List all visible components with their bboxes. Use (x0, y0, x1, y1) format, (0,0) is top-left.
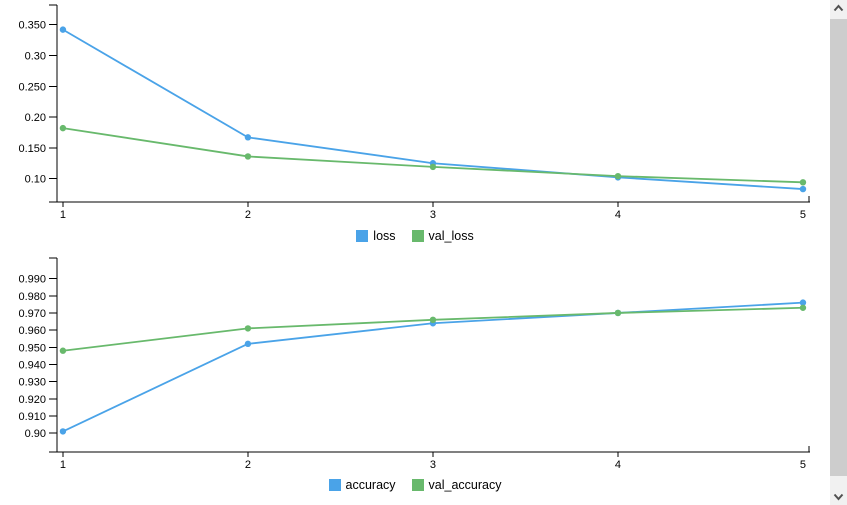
accuracy-chart-plot: 0.990 0.980 0.970 0.960 0.950 0.940 0.930 0.920… (18, 257, 810, 471)
val_accuracy-point-4 (614, 309, 622, 317)
y-tick-label: 0.20 (25, 112, 46, 124)
y-tick-label: 0.10 (25, 174, 46, 186)
x-tick-label: 3 (430, 459, 436, 471)
val_loss-point-2 (244, 153, 252, 160)
loss-point-2 (244, 134, 252, 141)
val-loss-legend-swatch (411, 230, 424, 242)
x-tick-label: 4 (615, 459, 621, 471)
y-tick-label: 0.930 (18, 377, 46, 389)
x-tick-label: 5 (800, 459, 806, 471)
accuracy-chart-legend: accuracy val_accuracy (0, 477, 830, 493)
accuracy-legend-label: accuracy (345, 478, 396, 492)
y-tick-label: 0.30 (25, 50, 46, 62)
x-tick-label: 2 (245, 209, 251, 221)
scroll-down-button[interactable] (830, 488, 847, 505)
x-tick-label: 3 (430, 209, 436, 221)
val-accuracy-legend-swatch (411, 479, 424, 491)
x-tick-label: 5 (800, 209, 806, 221)
val_accuracy-point-3 (429, 316, 437, 324)
accuracy-point-2 (244, 340, 252, 348)
x-tick-label: 4 (615, 209, 621, 221)
y-tick-label: 0.910 (18, 411, 46, 423)
chevron-up-icon (833, 4, 844, 12)
loss-point-5 (799, 185, 807, 193)
y-tick-label: 0.250 (18, 81, 46, 93)
accuracy-point-1 (59, 428, 67, 435)
val_loss-point-4 (614, 172, 622, 180)
vertical-scrollbar[interactable] (830, 0, 847, 505)
val_loss-line (62, 127, 804, 184)
scroll-up-button[interactable] (830, 0, 847, 17)
y-tick-label: 0.950 (18, 342, 46, 354)
x-tick-label: 2 (245, 459, 251, 471)
val_accuracy-line (62, 306, 804, 352)
loss-point-1 (59, 26, 67, 33)
loss-chart-plot: 0.350 0.30 0.250 0.20 0.150 0.10 1 2 3 4 5 (18, 4, 810, 221)
val_accuracy-point-5 (799, 304, 807, 311)
scrollbar-thumb[interactable] (830, 19, 847, 476)
legend-item-val-accuracy: val_accuracy (411, 478, 502, 492)
val_loss-point-5 (799, 179, 807, 186)
chevron-down-icon (833, 493, 844, 501)
loss-chart-legend: loss val_loss (0, 228, 830, 244)
val-accuracy-legend-label: val_accuracy (428, 478, 502, 492)
y-tick-label: 0.350 (18, 20, 46, 32)
loss-legend-swatch (356, 230, 369, 242)
y-tick-label: 0.940 (18, 359, 46, 371)
val_loss-point-3 (429, 163, 437, 171)
y-tick-label: 0.90 (25, 428, 46, 440)
charts-content: 0.350 0.30 0.250 0.20 0.150 0.10 1 2 3 4 5 loss va… (0, 4, 830, 493)
x-tick-label: 1 (60, 209, 66, 221)
y-tick-label: 0.980 (18, 291, 46, 303)
val-loss-legend-label: val_loss (428, 229, 474, 243)
accuracy-point-5 (799, 299, 807, 306)
y-tick-label: 0.920 (18, 394, 46, 406)
axes (49, 4, 810, 207)
y-tick-label: 0.990 (18, 274, 46, 286)
legend-item-loss: loss (356, 229, 396, 243)
legend-item-val-loss: val_loss (411, 229, 474, 243)
x-tick-label: 1 (60, 459, 66, 471)
y-tick-label: 0.960 (18, 325, 46, 337)
loss-legend-label: loss (373, 229, 396, 243)
accuracy-legend-swatch (328, 479, 341, 491)
axes (49, 257, 810, 457)
y-tick-label: 0.150 (18, 143, 46, 155)
legend-item-accuracy: accuracy (328, 478, 396, 492)
val_accuracy-point-1 (59, 347, 67, 354)
val_loss-point-1 (59, 124, 67, 132)
val_accuracy-point-2 (244, 325, 252, 332)
y-tick-label: 0.970 (18, 308, 46, 320)
